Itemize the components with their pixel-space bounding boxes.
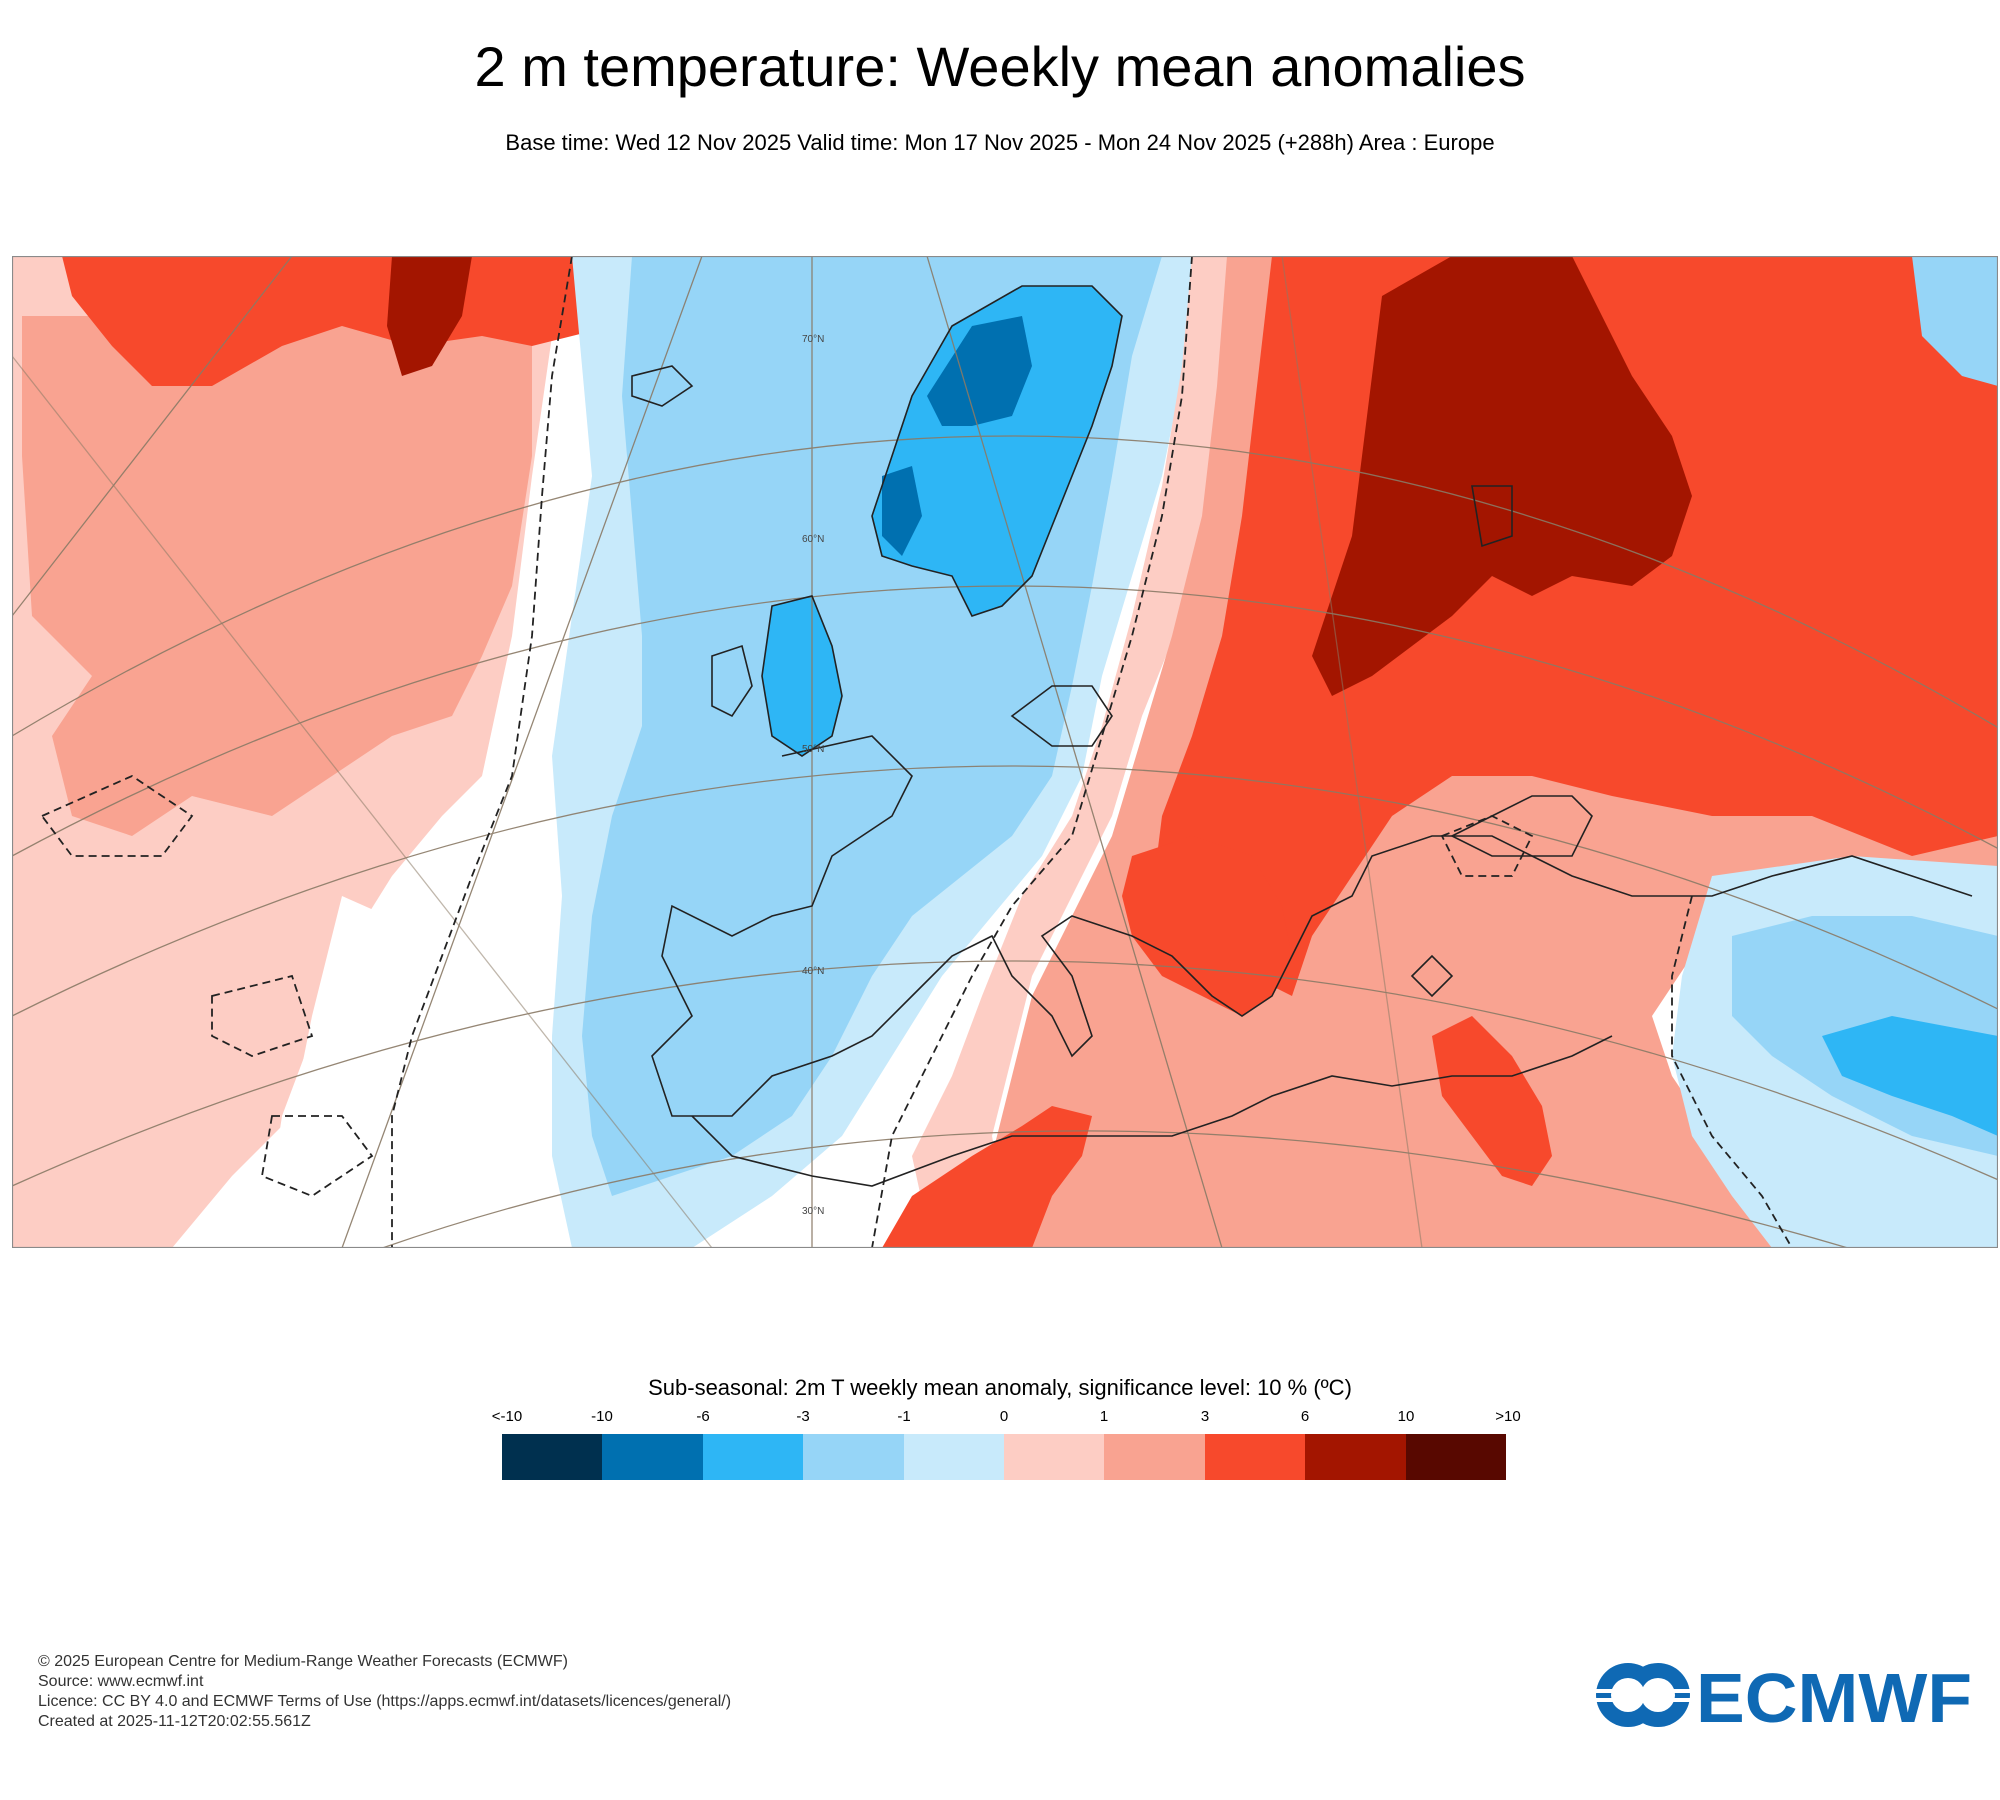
significance-contours <box>40 256 1793 1248</box>
legend-color-swatch <box>502 1434 603 1480</box>
latitude-labels: 70°N 60°N 50°N 40°N 30°N <box>802 334 824 1217</box>
lat-label-60: 60°N <box>802 534 824 545</box>
ecmwf-logo: ECMWF <box>1594 1660 1972 1730</box>
anomaly-region-russia-warm <box>1152 256 1998 996</box>
anomaly-region-africa-warm <box>882 1106 1092 1248</box>
anomaly-region-greenland-core <box>387 256 472 376</box>
lat-label-30: 30°N <box>802 1206 824 1217</box>
legend-colorbar <box>502 1434 1507 1480</box>
legend-color-swatch <box>1104 1434 1205 1480</box>
anomaly-region-scandinavia <box>872 286 1122 616</box>
legend-tick: >10 <box>1495 1408 1521 1425</box>
legend-color-swatch <box>903 1434 1005 1480</box>
lat-label-50: 50°N <box>802 744 824 755</box>
legend-title: Sub-seasonal: 2m T weekly mean anomaly, … <box>648 1375 1352 1400</box>
legend-tick: -1 <box>897 1408 911 1425</box>
legend-tick: -10 <box>591 1408 613 1425</box>
footer-source: Source: www.ecmwf.int <box>38 1673 204 1690</box>
legend-tick: 1 <box>1099 1408 1109 1425</box>
legend-tick: -3 <box>796 1408 810 1425</box>
anomaly-region-neutral-west <box>172 896 572 1248</box>
legend-color-swatch <box>1204 1434 1306 1480</box>
legend-color-swatch <box>702 1434 804 1480</box>
lat-label-70: 70°N <box>802 334 824 345</box>
legend-tick: -6 <box>696 1408 710 1425</box>
page-subtitle: Base time: Wed 12 Nov 2025 Valid time: M… <box>505 130 1495 155</box>
legend-tick: <-10 <box>491 1408 523 1425</box>
legend-color-swatch <box>602 1434 703 1480</box>
ecmwf-logo-text: ECMWF <box>1696 1660 1972 1730</box>
anomaly-region-atlantic-mid <box>22 316 532 836</box>
anomaly-map: 70°N 60°N 50°N 40°N 30°N <box>12 256 1998 1248</box>
coastlines <box>631 285 1973 1187</box>
anomaly-region-east-warm-edge <box>912 256 1242 1248</box>
anomaly-region-north-east-cool <box>1912 256 1998 386</box>
anomaly-region-norway-coast <box>882 466 922 556</box>
legend-tick: 10 <box>1397 1408 1415 1425</box>
legend-tick: 6 <box>1300 1408 1310 1425</box>
legend-tick: 0 <box>999 1408 1009 1425</box>
footer-credits: © 2025 European Centre for Medium-Range … <box>38 1652 731 1732</box>
legend-color-swatch <box>1004 1434 1105 1480</box>
lat-label-40: 40°N <box>802 966 824 977</box>
anomaly-region-russia-core <box>1312 256 1692 696</box>
anomaly-region-balkans <box>1122 836 1292 1016</box>
graticule <box>12 256 1998 1248</box>
map-frame <box>12 256 1998 1248</box>
footer-licence: Licence: CC BY 4.0 and ECMWF Terms of Us… <box>38 1693 732 1710</box>
footer-copyright: © 2025 European Centre for Medium-Range … <box>38 1653 568 1670</box>
legend-color-swatch <box>1405 1434 1507 1480</box>
anomaly-region-norway-core <box>927 316 1032 426</box>
anomaly-region-greenland <box>62 256 702 386</box>
legend-color-swatch <box>1305 1434 1406 1480</box>
anomaly-region-middle-east-strong <box>1822 1016 1998 1136</box>
legend-color-swatch <box>803 1434 904 1480</box>
anomaly-region-britain <box>762 596 842 756</box>
footer-created: Created at 2025-11-12T20:02:55.561Z <box>38 1713 311 1730</box>
legend-tick: 3 <box>1200 1408 1210 1425</box>
page-title: 2 m temperature: Weekly mean anomalies <box>474 35 1526 98</box>
legend-ticks: <-10 -10 -6 -3 -1 0 1 3 6 10 >10 <box>0 1408 2000 1428</box>
anomaly-region-egypt-warm <box>1432 1016 1552 1186</box>
